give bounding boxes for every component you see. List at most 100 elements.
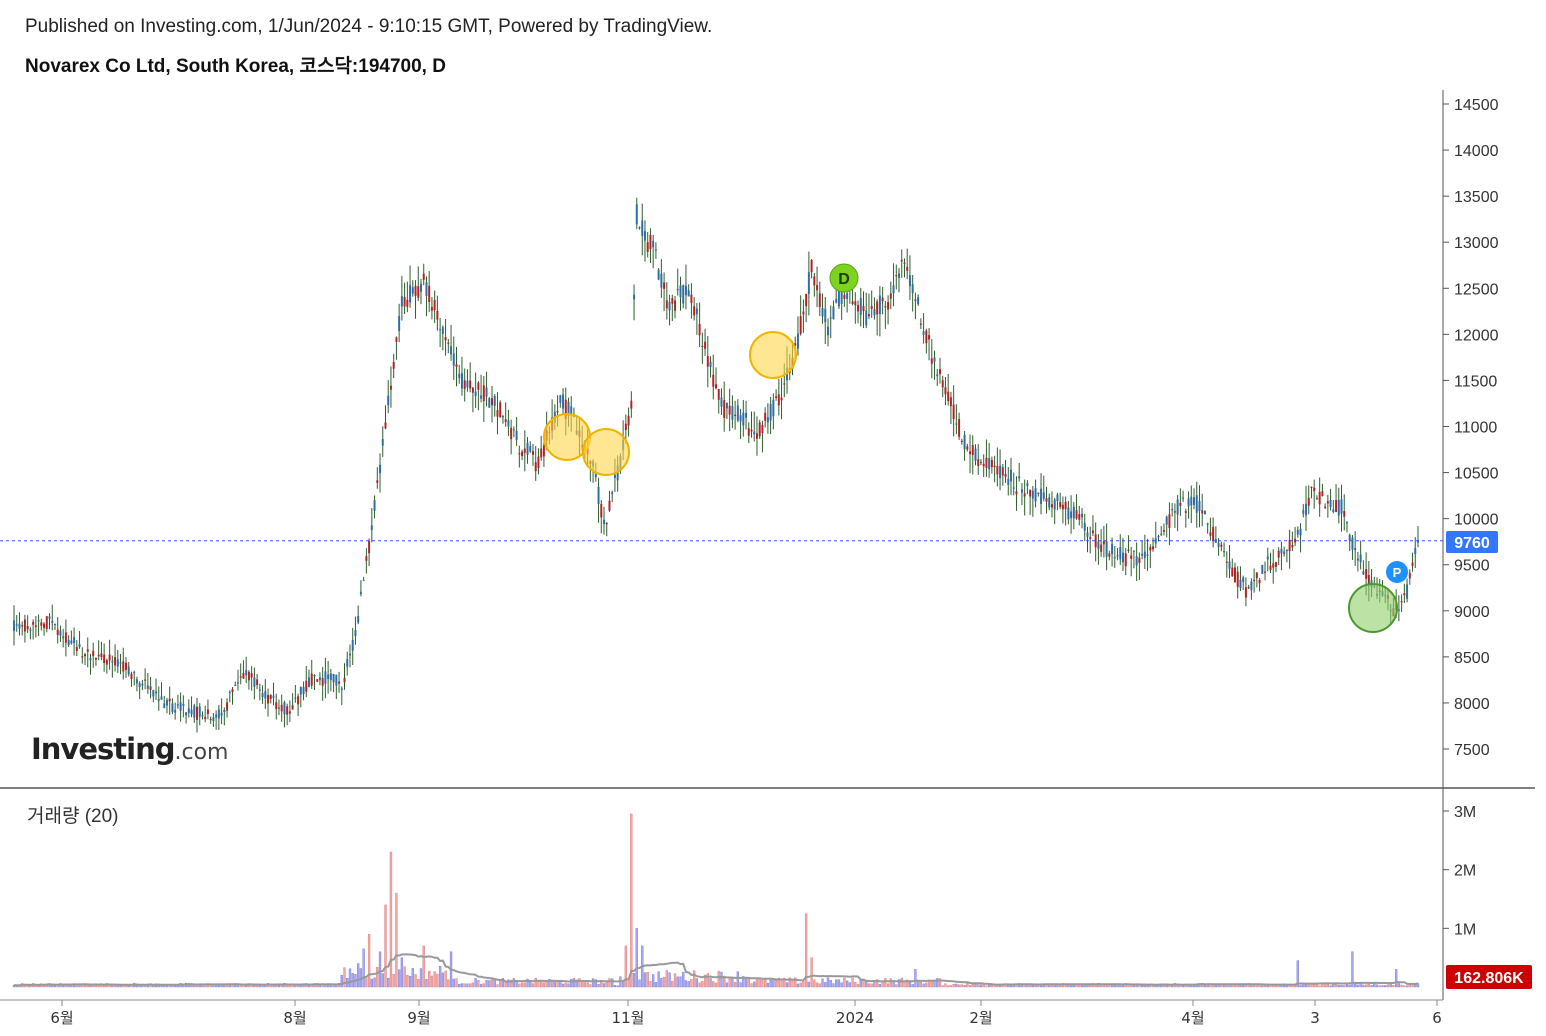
- candle-body: [911, 284, 914, 294]
- volume-bar: [701, 980, 704, 988]
- candle-body: [695, 308, 698, 315]
- candle-body: [769, 403, 772, 421]
- event-markers[interactable]: D P: [829, 263, 1408, 583]
- candle-body: [780, 397, 783, 401]
- candle-body: [1244, 587, 1247, 598]
- candle-body: [1097, 541, 1100, 549]
- volume-bar: [572, 978, 576, 988]
- candle-body: [1261, 564, 1264, 574]
- candle-body: [354, 630, 357, 636]
- candle-body: [1195, 495, 1198, 513]
- candle-body: [40, 622, 43, 626]
- candle-body: [253, 677, 256, 687]
- candle-body: [81, 656, 84, 658]
- volume-bar: [919, 981, 923, 988]
- candle-body: [247, 671, 250, 681]
- candle-body: [1040, 488, 1043, 505]
- candle-body: [190, 709, 193, 715]
- candle-body: [1198, 500, 1201, 511]
- candle-body: [982, 463, 985, 467]
- volume-bar: [843, 977, 846, 988]
- candle-body: [679, 285, 682, 298]
- candle-body: [1400, 601, 1403, 603]
- volume-bar: [982, 984, 985, 988]
- volume-bar: [548, 979, 551, 988]
- candle-body: [310, 673, 313, 686]
- candle-body: [1119, 547, 1122, 560]
- candle-body: [919, 323, 922, 325]
- candle-body: [1053, 499, 1056, 510]
- volume-bar: [840, 982, 843, 988]
- candle-body: [1141, 553, 1144, 556]
- volume-bar: [671, 980, 674, 988]
- candle-body: [97, 654, 100, 657]
- volume-bar: [419, 968, 423, 988]
- candle-body: [144, 679, 147, 681]
- candle-body: [603, 519, 605, 525]
- candle-body: [37, 620, 40, 622]
- candle-body: [682, 285, 685, 304]
- candle-body: [256, 679, 259, 686]
- candle-body: [32, 622, 35, 625]
- volume-bar: [643, 972, 647, 988]
- candle-body: [299, 686, 302, 695]
- candle-body: [64, 632, 67, 643]
- volume-bar: [960, 984, 963, 988]
- volume-bar: [488, 980, 491, 988]
- candle-body: [59, 630, 62, 636]
- volume-bar: [1373, 983, 1376, 988]
- volume-bar: [794, 977, 797, 988]
- candle-body: [444, 337, 447, 341]
- volume-bar: [990, 984, 994, 988]
- volume-bar: [83, 984, 87, 988]
- volume-bar: [392, 974, 395, 988]
- candle-body: [228, 691, 231, 693]
- candle-body: [993, 465, 996, 467]
- volume-bar: [545, 981, 548, 988]
- event-marker-icon[interactable]: [1386, 561, 1408, 583]
- candle-body: [294, 697, 297, 699]
- candle-body: [392, 361, 395, 369]
- event-marker-label: P: [1393, 565, 1402, 580]
- candle-body: [297, 696, 300, 705]
- time-tick-label: 6: [1432, 1009, 1442, 1027]
- candle-body: [387, 395, 390, 406]
- candle-body: [1294, 538, 1297, 543]
- volume-bar: [687, 981, 690, 988]
- candle-body: [843, 294, 846, 299]
- candle-body: [917, 297, 920, 304]
- volume-bar: [496, 984, 499, 988]
- candle-body: [701, 345, 704, 348]
- candle-body: [414, 285, 417, 296]
- candle-body: [439, 329, 442, 331]
- candle-body: [663, 282, 666, 289]
- candle-body: [201, 715, 204, 717]
- candle-body: [892, 285, 895, 294]
- candle-body: [94, 657, 97, 660]
- candle-body: [1029, 489, 1032, 497]
- volume-bar: [673, 973, 677, 988]
- volume-bar: [1337, 984, 1340, 988]
- candle-body: [269, 694, 272, 699]
- candle-body: [1307, 497, 1310, 506]
- volume-bar: [900, 977, 903, 988]
- candle-body: [332, 673, 335, 683]
- candle-body: [898, 273, 900, 278]
- candle-body: [491, 398, 493, 406]
- volume-tick-label: 1M: [1454, 921, 1476, 938]
- volume-bar: [507, 979, 510, 988]
- volume-bar: [649, 981, 652, 988]
- time-tick-label: 6월: [50, 1009, 73, 1027]
- dividend-marker-icon[interactable]: [829, 263, 859, 293]
- candle-body: [1266, 556, 1269, 560]
- volume-bar: [766, 983, 770, 988]
- candle-body: [1075, 510, 1078, 519]
- volume-bar: [1351, 951, 1354, 988]
- volume-bar: [485, 979, 488, 988]
- candle-body: [1408, 572, 1411, 579]
- candle-body: [125, 662, 127, 671]
- volume-bar: [884, 978, 887, 988]
- volume-bar: [1340, 985, 1343, 988]
- volume-value-badge-label: 162.806K: [1454, 970, 1524, 987]
